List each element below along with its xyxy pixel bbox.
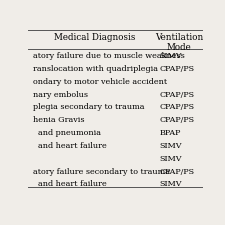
Text: Ventilation
Mode: Ventilation Mode	[155, 33, 204, 52]
Text: CPAP/PS: CPAP/PS	[160, 116, 195, 124]
Text: CPAP/PS: CPAP/PS	[160, 104, 195, 111]
Text: plegia secondary to trauma: plegia secondary to trauma	[33, 104, 145, 111]
Text: CPAP/PS: CPAP/PS	[160, 167, 195, 176]
Text: SIMV: SIMV	[160, 155, 182, 163]
Text: atory failure due to muscle weakness: atory failure due to muscle weakness	[33, 52, 185, 60]
Text: Medical Diagnosis: Medical Diagnosis	[54, 33, 135, 42]
Text: BPAP: BPAP	[160, 129, 181, 137]
Text: and heart failure: and heart failure	[33, 142, 107, 150]
Text: ranslocation with quadriplegia: ranslocation with quadriplegia	[33, 65, 158, 73]
Text: CPAP/PS: CPAP/PS	[160, 91, 195, 99]
Text: nary embolus: nary embolus	[33, 91, 88, 99]
Text: atory failure secondary to trauma: atory failure secondary to trauma	[33, 167, 170, 176]
Text: ondary to motor vehicle accident: ondary to motor vehicle accident	[33, 78, 167, 86]
Text: henia Gravis: henia Gravis	[33, 116, 85, 124]
Text: and heart failure: and heart failure	[33, 180, 107, 188]
Text: SIMV: SIMV	[160, 142, 182, 150]
Text: SIMV: SIMV	[160, 180, 182, 188]
Text: CPAP/PS: CPAP/PS	[160, 65, 195, 73]
Text: SIMV: SIMV	[160, 52, 182, 60]
Text: and pneumonia: and pneumonia	[33, 129, 101, 137]
